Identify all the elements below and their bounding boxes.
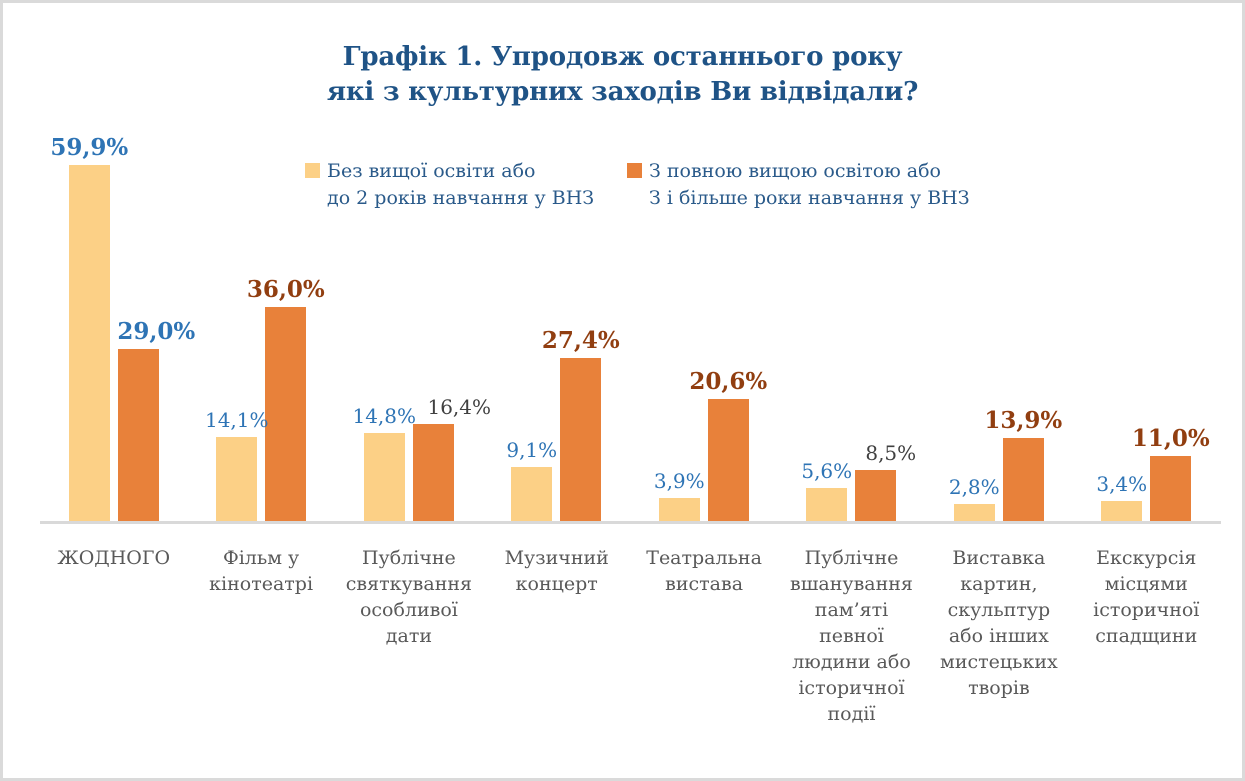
category-label: Фільм у кінотеатрі bbox=[209, 547, 314, 595]
category-label: Виставка картин, скульптур або інших мис… bbox=[940, 547, 1058, 699]
value-label: 16,4% bbox=[427, 395, 492, 419]
bar-series1: 9,1% bbox=[506, 438, 557, 521]
bar-series2: 8,5% bbox=[855, 441, 916, 521]
value-label: 14,1% bbox=[204, 408, 269, 432]
bar-series1: 5,6% bbox=[801, 459, 852, 521]
plot-area: 59,9% 29,0% 14,1% 36,0% 14,8% 16,4% 9,1% 27,4% 3… bbox=[40, 136, 1221, 521]
category-label: Театральна вистава bbox=[646, 547, 762, 595]
bar-group: 59,9% 29,0% bbox=[40, 136, 195, 521]
value-label: 3,9% bbox=[653, 469, 705, 493]
bar-group: 14,8% 16,4% bbox=[335, 165, 491, 521]
value-label: 36,0% bbox=[246, 276, 325, 303]
legend: Без вищої освіти або до 2 років навчання… bbox=[0, 158, 1245, 218]
bar-series2: 11,0% bbox=[1132, 427, 1210, 521]
bar-group: 3,9% 20,6% bbox=[630, 165, 778, 521]
category-axis: ЖОДНОГО Фільм у кінотеатрі Публічне святку… bbox=[40, 545, 1220, 727]
category-label: Екскурсія місцями історичної спадщини bbox=[1093, 547, 1200, 647]
category-label: ЖОДНОГО bbox=[57, 547, 171, 569]
bar-series2: 16,4% bbox=[412, 395, 491, 521]
bar-group: 5,6% 8,5% bbox=[778, 165, 926, 521]
value-label: 2,8% bbox=[948, 475, 1000, 499]
value-label: 20,6% bbox=[689, 368, 768, 395]
bar-series1: 14,1% bbox=[205, 408, 269, 521]
bar-series1: 3,9% bbox=[654, 469, 705, 521]
legend-item-full-higher-education: З повною вищою освітою або З і більше ро… bbox=[627, 158, 970, 212]
value-label: 29,0% bbox=[117, 318, 196, 345]
legend-item-no-higher-education: Без вищої освіти або до 2 років навчання… bbox=[305, 158, 594, 212]
value-label: 27,4% bbox=[541, 327, 620, 354]
bar-series2: 13,9% bbox=[984, 409, 1062, 521]
value-label: 11,0% bbox=[1131, 425, 1210, 452]
chart-title-line1: Графік 1. Упродовж останнього року bbox=[342, 42, 903, 72]
value-label: 9,1% bbox=[506, 438, 558, 462]
legend-label-line1: З повною вищою освітою або bbox=[649, 160, 941, 182]
bar-group: 3,4% 11,0% bbox=[1073, 165, 1221, 521]
legend-label-line2: З і більше роки навчання у ВНЗ bbox=[649, 187, 970, 209]
legend-color-swatch-series2 bbox=[627, 163, 642, 178]
x-axis-line bbox=[40, 521, 1221, 524]
bar-series2: 36,0% bbox=[247, 278, 325, 521]
legend-label-line1: Без вищої освіти або bbox=[327, 160, 536, 182]
value-label: 13,9% bbox=[984, 407, 1063, 434]
bar-series1: 2,8% bbox=[949, 475, 1000, 521]
category-label: Публічне святкування особливої дати bbox=[345, 547, 473, 647]
value-label: 5,6% bbox=[801, 459, 853, 483]
bar-series2: 29,0% bbox=[117, 320, 195, 521]
category-label: Публічне вшанування пам’яті певної людин… bbox=[790, 547, 913, 725]
legend-color-swatch-series1 bbox=[305, 163, 320, 178]
bar-series1: 59,9% bbox=[50, 136, 128, 521]
bar-group: 14,1% 36,0% bbox=[188, 165, 336, 521]
category-label: Музичний концерт bbox=[504, 547, 609, 595]
value-label: 59,9% bbox=[50, 134, 129, 161]
value-label: 14,8% bbox=[352, 404, 417, 428]
bar-group: 2,8% 13,9% bbox=[925, 165, 1073, 521]
chart-title-line2: які з культурних заходів Ви відвідали? bbox=[326, 77, 919, 107]
bar-series2: 20,6% bbox=[689, 370, 767, 521]
legend-label-line2: до 2 років навчання у ВНЗ bbox=[327, 187, 595, 209]
value-label: 8,5% bbox=[865, 441, 917, 465]
bar-group: 9,1% 27,4% bbox=[483, 165, 631, 521]
bar-series2: 27,4% bbox=[542, 329, 620, 521]
chart-title: Графік 1. Упродовж останнього року які з… bbox=[0, 40, 1245, 110]
bar-series1: 14,8% bbox=[352, 404, 416, 521]
bar-series1: 3,4% bbox=[1096, 472, 1147, 521]
value-label: 3,4% bbox=[1096, 472, 1148, 496]
